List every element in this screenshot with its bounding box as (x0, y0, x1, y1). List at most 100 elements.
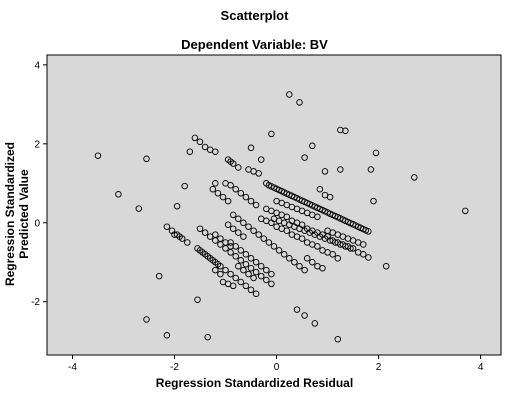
data-point (201, 229, 209, 236)
data-point (311, 320, 319, 327)
data-point (337, 166, 344, 173)
data-point (176, 233, 183, 240)
x-tick-label: -4 (68, 362, 77, 373)
data-point (173, 202, 181, 210)
data-point (184, 239, 191, 246)
data-point (370, 197, 377, 205)
data-point (245, 223, 252, 230)
data-point (227, 243, 234, 250)
data-point (232, 185, 239, 193)
data-point (229, 282, 237, 290)
data-point (321, 168, 329, 175)
data-point (257, 156, 265, 163)
data-point (163, 332, 171, 339)
axis-ticks: -4 -2 0 2 4 4 2 0 -2 (31, 60, 484, 373)
data-point (224, 156, 232, 163)
y-tick-label: -2 (31, 297, 40, 308)
chart-title: Scatterplot (220, 8, 289, 23)
data-point (227, 270, 234, 278)
data-point (250, 227, 257, 234)
data-point (411, 174, 418, 181)
data-point (326, 193, 334, 201)
data-point (237, 189, 245, 197)
data-point (372, 149, 380, 157)
chart-subtitle: Dependent Variable: BV (181, 37, 328, 52)
data-point (301, 266, 308, 274)
data-point (163, 223, 171, 230)
data-point (268, 280, 275, 288)
data-point (227, 239, 234, 246)
data-point (360, 241, 367, 248)
data-point (247, 286, 255, 294)
data-point (275, 247, 283, 254)
data-point (303, 255, 311, 262)
data-point (265, 239, 273, 246)
x-tick-label: -2 (170, 362, 179, 373)
data-point (217, 270, 224, 278)
data-point (232, 243, 239, 250)
data-point (319, 264, 326, 272)
data-point (94, 152, 102, 159)
data-point (283, 227, 291, 234)
data-point (242, 260, 250, 268)
y-tick-label: 4 (34, 60, 40, 71)
data-point (204, 253, 211, 260)
data-points (94, 91, 469, 343)
data-point (242, 251, 250, 258)
data-point (196, 138, 204, 146)
data-point (227, 182, 234, 189)
data-point (309, 142, 316, 150)
data-point (143, 155, 150, 163)
data-point (296, 262, 303, 270)
data-point (257, 262, 265, 270)
data-point (186, 148, 194, 155)
data-point (242, 193, 250, 201)
data-point (260, 235, 268, 242)
data-point (235, 262, 242, 270)
data-point (296, 99, 303, 106)
data-point (268, 270, 275, 278)
data-point (365, 254, 372, 261)
data-point (247, 197, 255, 205)
data-point (263, 276, 270, 284)
data-point (252, 258, 260, 266)
data-point (217, 235, 224, 242)
data-point (349, 245, 357, 252)
x-tick-label: 2 (376, 362, 382, 373)
data-point (155, 272, 163, 280)
data-point (247, 255, 255, 262)
data-point (334, 255, 342, 262)
data-point (235, 215, 242, 223)
data-point (314, 243, 321, 250)
data-point (229, 225, 237, 232)
y-tick-label: 0 (34, 218, 40, 229)
data-point (224, 197, 232, 205)
data-point (252, 290, 260, 298)
data-point (237, 278, 245, 286)
data-point (214, 189, 222, 197)
data-point (280, 251, 288, 258)
plot-background (46, 54, 502, 356)
data-point (212, 266, 219, 274)
data-point (342, 127, 349, 135)
data-point (237, 257, 245, 264)
data-point (329, 251, 336, 258)
data-point (194, 245, 201, 252)
x-tick-label: 0 (274, 362, 280, 373)
data-point (367, 166, 375, 173)
data-point (229, 160, 237, 167)
data-point (240, 219, 247, 227)
data-point (316, 185, 324, 193)
data-point (293, 306, 301, 313)
data-point (194, 296, 201, 303)
data-point (360, 251, 367, 258)
data-point (212, 148, 219, 155)
data-point (301, 312, 308, 319)
data-point (382, 262, 390, 270)
data-point (204, 333, 211, 341)
data-point (191, 134, 199, 142)
data-point (252, 268, 260, 276)
data-point (250, 274, 257, 282)
data-point (237, 247, 245, 254)
